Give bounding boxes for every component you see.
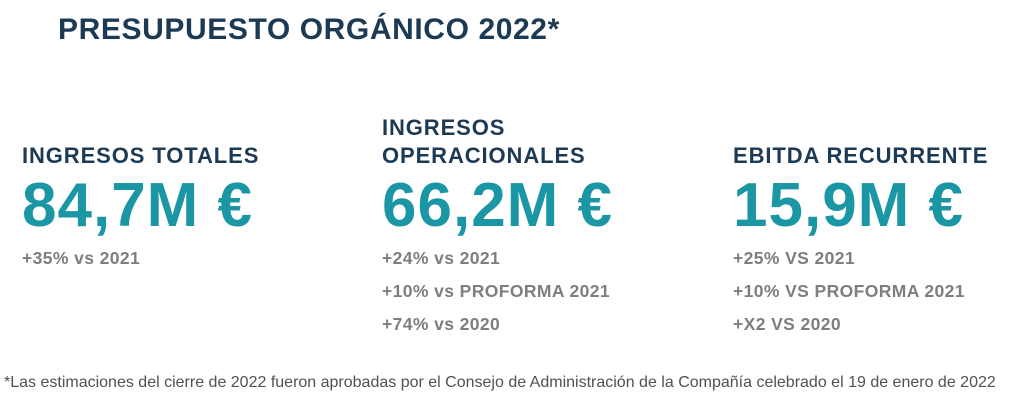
kpi-label: EBITDA RECURRENTE	[733, 143, 989, 168]
kpi-delta: +35% vs 2021	[22, 248, 141, 268]
kpi-delta-list: +25% VS 2021 +10% VS PROFORMA 2021 +X2 V…	[733, 248, 1024, 334]
kpi-delta-list: +35% vs 2021	[22, 248, 367, 268]
kpi-label: INGRESOS OPERACIONALES	[382, 115, 586, 168]
kpi-value: 15,9M €	[733, 171, 965, 240]
kpi-value: 84,7M €	[22, 171, 254, 240]
kpi-delta: +24% vs 2021	[382, 248, 501, 268]
kpi-ingresos-operacionales: INGRESOS OPERACIONALES 66,2M € +24% vs 2…	[382, 112, 687, 334]
kpi-label: INGRESOS TOTALES	[22, 143, 260, 168]
kpi-delta: +74% vs 2020	[382, 314, 501, 334]
kpi-ebitda-recurrente: EBITDA RECURRENTE 15,9M € +25% VS 2021 +…	[733, 112, 1024, 334]
footnote: *Las estimaciones del cierre de 2022 fue…	[4, 374, 996, 391]
kpi-delta: +10% vs PROFORMA 2021	[382, 281, 611, 301]
kpi-ingresos-totales: INGRESOS TOTALES 84,7M € +35% vs 2021	[22, 112, 367, 268]
kpi-delta: +25% VS 2021	[733, 248, 856, 268]
kpi-delta: +X2 VS 2020	[733, 314, 842, 334]
kpi-delta-list: +24% vs 2021 +10% vs PROFORMA 2021 +74% …	[382, 248, 687, 334]
page-title: PRESUPUESTO ORGÁNICO 2022*	[58, 13, 560, 46]
kpi-value: 66,2M €	[382, 171, 614, 240]
kpi-delta: +10% VS PROFORMA 2021	[733, 281, 965, 301]
